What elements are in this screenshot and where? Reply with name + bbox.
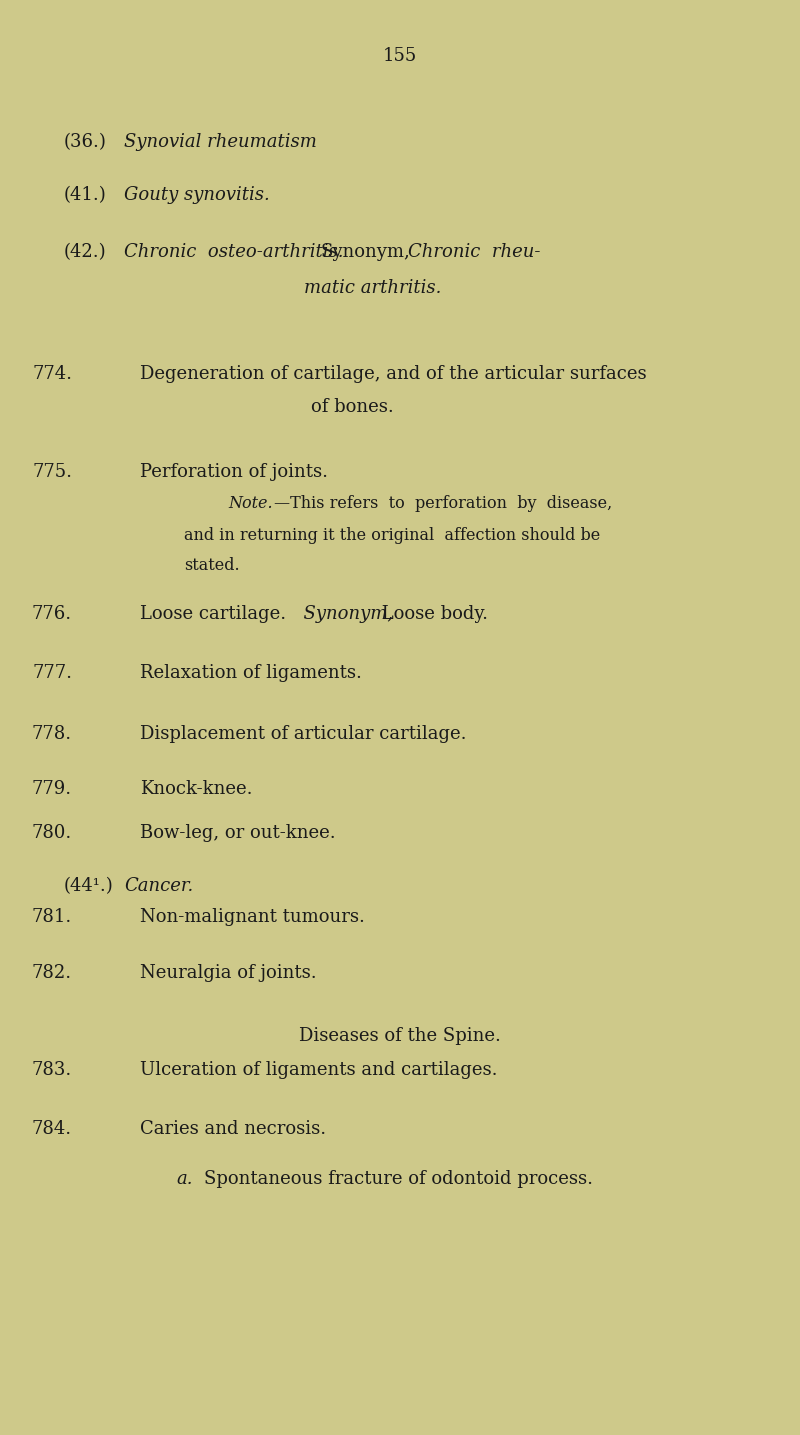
- Text: 779.: 779.: [32, 779, 72, 798]
- Text: —This refers  to  perforation  by  disease,: —This refers to perforation by disease,: [274, 495, 613, 512]
- Text: 781.: 781.: [32, 907, 72, 926]
- Text: Loose body.: Loose body.: [376, 604, 488, 623]
- Text: 155: 155: [383, 46, 417, 65]
- Text: 782.: 782.: [32, 963, 72, 982]
- Text: (41.): (41.): [64, 185, 106, 204]
- Text: Synonym,: Synonym,: [320, 243, 410, 261]
- Text: a.: a.: [176, 1170, 193, 1188]
- Text: Degeneration of cartilage, and of the articular surfaces: Degeneration of cartilage, and of the ar…: [140, 364, 646, 383]
- Text: 783.: 783.: [32, 1060, 72, 1079]
- Text: Ulceration of ligaments and cartilages.: Ulceration of ligaments and cartilages.: [140, 1060, 498, 1079]
- Text: stated.: stated.: [184, 557, 240, 574]
- Text: Perforation of joints.: Perforation of joints.: [140, 462, 328, 481]
- Text: Synovial rheumatism: Synovial rheumatism: [124, 132, 317, 151]
- Text: Loose cartilage.: Loose cartilage.: [140, 604, 286, 623]
- Text: Chronic  rheu-: Chronic rheu-: [408, 243, 541, 261]
- Text: matic arthritis.: matic arthritis.: [304, 278, 442, 297]
- Text: Synonym,: Synonym,: [292, 604, 393, 623]
- Text: Neuralgia of joints.: Neuralgia of joints.: [140, 963, 317, 982]
- Text: Chronic  osteo-arthritis.: Chronic osteo-arthritis.: [124, 243, 343, 261]
- Text: of bones.: of bones.: [310, 397, 394, 416]
- Text: (36.): (36.): [64, 132, 107, 151]
- Text: Cancer.: Cancer.: [124, 877, 194, 895]
- Text: Note.: Note.: [228, 495, 273, 512]
- Text: 784.: 784.: [32, 1119, 72, 1138]
- Text: 777.: 777.: [32, 663, 72, 682]
- Text: 774.: 774.: [32, 364, 72, 383]
- Text: (44¹.): (44¹.): [64, 877, 114, 895]
- Text: Gouty synovitis.: Gouty synovitis.: [124, 185, 270, 204]
- Text: 778.: 778.: [32, 725, 72, 743]
- Text: Caries and necrosis.: Caries and necrosis.: [140, 1119, 326, 1138]
- Text: Non-malignant tumours.: Non-malignant tumours.: [140, 907, 365, 926]
- Text: Displacement of articular cartilage.: Displacement of articular cartilage.: [140, 725, 466, 743]
- Text: (42.): (42.): [64, 243, 106, 261]
- Text: Diseases of the Spine.: Diseases of the Spine.: [299, 1026, 501, 1045]
- Text: Knock-knee.: Knock-knee.: [140, 779, 253, 798]
- Text: Bow-leg, or out-knee.: Bow-leg, or out-knee.: [140, 824, 336, 842]
- Text: Spontaneous fracture of odontoid process.: Spontaneous fracture of odontoid process…: [204, 1170, 593, 1188]
- Text: and in returning it the original  affection should be: and in returning it the original affecti…: [184, 527, 600, 544]
- Text: 775.: 775.: [32, 462, 72, 481]
- Text: Relaxation of ligaments.: Relaxation of ligaments.: [140, 663, 362, 682]
- Text: 776.: 776.: [32, 604, 72, 623]
- Text: 780.: 780.: [32, 824, 72, 842]
